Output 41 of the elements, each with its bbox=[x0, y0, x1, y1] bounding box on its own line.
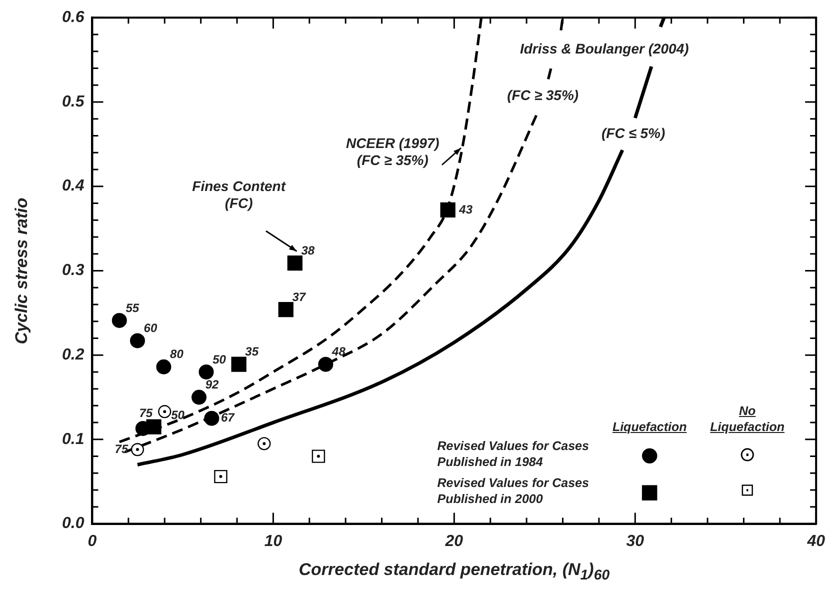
annotation: 37 bbox=[292, 290, 307, 304]
y-tick-label: 0.2 bbox=[62, 346, 84, 364]
x-tick-label: 20 bbox=[444, 532, 464, 550]
annotation: 75 bbox=[139, 406, 153, 420]
annotation: ⊡ bbox=[740, 480, 754, 500]
x-tick-label: 40 bbox=[806, 532, 826, 550]
x-tick-label: 0 bbox=[88, 532, 97, 550]
annotation: No Liquefaction bbox=[709, 402, 786, 435]
annotation: Revised Values for Cases Published in 2000 bbox=[437, 474, 590, 507]
annotation: Idriss & Boulanger (2004) bbox=[520, 40, 690, 57]
annotation: 67 bbox=[221, 410, 236, 425]
y-tick-label: 0.0 bbox=[62, 515, 84, 532]
annotation: (FC ≥ 35%) bbox=[507, 86, 579, 103]
annotation: ■ bbox=[640, 478, 660, 503]
y-tick-label: 0.3 bbox=[62, 262, 84, 280]
annotation: Liquefaction bbox=[612, 418, 687, 435]
annotation: ● bbox=[640, 442, 658, 466]
annotation: 55 bbox=[126, 300, 140, 315]
annotation: Fines Content (FC) bbox=[192, 178, 287, 211]
annotation: (FC ≤ 5%) bbox=[601, 124, 666, 141]
y-tick-label: 0.5 bbox=[62, 93, 86, 110]
annotation: Revised Values for Cases Published in 1984 bbox=[437, 438, 590, 470]
annotation: 75 bbox=[114, 442, 128, 456]
x-axis-title: Corrected standard penetration, (N$_{1}$)$_{60}$ bbox=[298, 560, 610, 584]
y-tick-label: 0.6 bbox=[62, 9, 84, 26]
annotation: 50 bbox=[171, 408, 185, 422]
x-tick-label: 30 bbox=[626, 532, 644, 550]
x-tick-label: 10 bbox=[264, 532, 282, 550]
annotation: 60 bbox=[144, 321, 158, 336]
annotation: 50 bbox=[212, 352, 226, 366]
annotation: 38 bbox=[301, 243, 315, 258]
annotation: NCEER (1997) (FC ≥ 35%) bbox=[346, 134, 440, 168]
y-axis-title: Cyclic stress ratio bbox=[12, 197, 32, 344]
annotation: 35 bbox=[245, 344, 259, 359]
annotation: 92 bbox=[205, 378, 220, 392]
annotation: 48 bbox=[331, 344, 346, 359]
annotation: 43 bbox=[458, 202, 473, 216]
annotation: ⊙ bbox=[738, 442, 756, 466]
y-tick-label: 0.4 bbox=[62, 178, 84, 195]
annotation: 80 bbox=[170, 347, 184, 362]
y-tick-label: 0.1 bbox=[62, 430, 84, 448]
